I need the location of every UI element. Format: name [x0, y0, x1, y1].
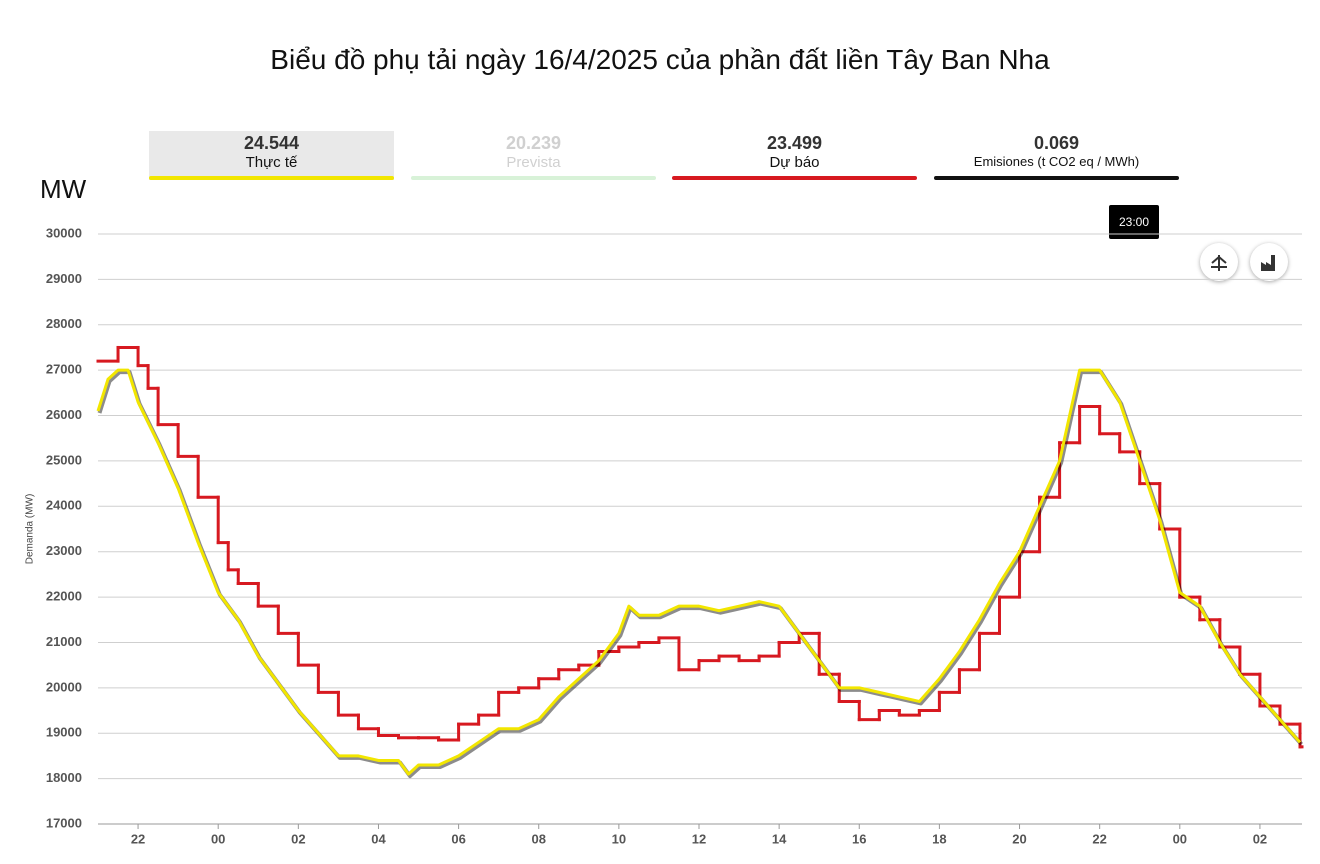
- y-tick-label: 24000: [46, 498, 82, 513]
- y-tick-label: 21000: [46, 634, 82, 649]
- chart-title: Biểu đồ phụ tải ngày 16/4/2025 của phần …: [270, 44, 1050, 75]
- indicator-label: Prevista: [506, 154, 561, 171]
- x-tick-label: 02: [1253, 831, 1267, 846]
- y-tick-label: 23000: [46, 543, 82, 558]
- x-tick-label: 10: [612, 831, 626, 846]
- factory-icon: [1261, 255, 1275, 271]
- wind-icon: [1211, 255, 1227, 271]
- indicator-underline: [672, 176, 917, 180]
- unit-label: MW: [40, 174, 87, 204]
- x-tick-label: 04: [371, 831, 386, 846]
- x-tick-label: 00: [1173, 831, 1187, 846]
- indicator-underline: [149, 176, 394, 180]
- indicator-label: Thực tế: [245, 154, 298, 171]
- indicator[interactable]: 24.544 Thực tế: [149, 131, 394, 180]
- indicator-value: 24.544: [243, 133, 300, 153]
- wind-icon-button[interactable]: [1200, 243, 1238, 281]
- y-axis-label: Demanda (MW): [25, 494, 36, 565]
- y-tick-label: 18000: [46, 770, 82, 785]
- y-tick-label: 25000: [46, 452, 82, 467]
- x-tick-label: 20: [1012, 831, 1026, 846]
- y-tick-label: 20000: [46, 679, 82, 694]
- indicator-value: 20.239: [505, 133, 562, 153]
- y-tick-label: 22000: [46, 589, 82, 604]
- indicator-underline: [411, 176, 656, 180]
- indicator-value: 23.499: [766, 133, 823, 153]
- x-tick-label: 22: [1092, 831, 1106, 846]
- series-line: [96, 368, 1302, 776]
- indicator-label: Emisiones (t CO2 eq / MWh): [973, 154, 1140, 169]
- y-tick-label: 19000: [46, 725, 82, 740]
- y-tick-label: 26000: [46, 407, 82, 422]
- indicator[interactable]: 23.499 Dự báo: [672, 131, 917, 180]
- y-tick-label: 17000: [46, 815, 82, 830]
- x-tick-label: 14: [772, 831, 787, 846]
- indicator-label: Dự báo: [769, 154, 820, 171]
- y-tick-label: 30000: [46, 225, 82, 240]
- x-tick-label: 06: [451, 831, 465, 846]
- indicator[interactable]: 20.239 Prevista: [411, 131, 656, 180]
- indicator-value: 0.069: [1033, 133, 1080, 153]
- x-tick-label: 16: [852, 831, 866, 846]
- x-tick-label: 02: [291, 831, 305, 846]
- indicator-underline: [934, 176, 1179, 180]
- y-tick-label: 29000: [46, 271, 82, 286]
- x-tick-label: 00: [211, 831, 225, 846]
- y-tick-label: 28000: [46, 316, 82, 331]
- factory-icon-button[interactable]: [1250, 243, 1288, 281]
- tooltip: 23:00: [1109, 205, 1159, 239]
- indicator[interactable]: 0.069 Emisiones (t CO2 eq / MWh): [934, 131, 1179, 180]
- x-tick-label: 18: [932, 831, 946, 846]
- x-tick-label: 12: [692, 831, 706, 846]
- x-tick-label: 08: [531, 831, 545, 846]
- y-tick-label: 27000: [46, 362, 82, 377]
- x-tick-label: 22: [131, 831, 145, 846]
